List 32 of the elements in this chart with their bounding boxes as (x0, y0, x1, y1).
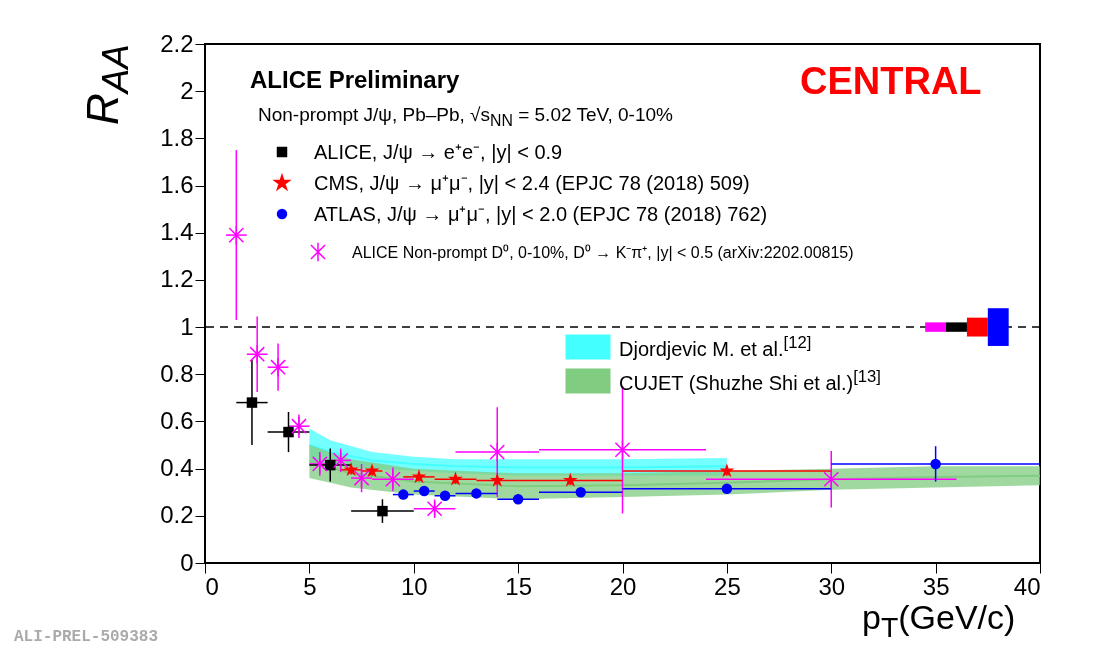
y-tick-label: 1.4 (160, 218, 194, 246)
y-tick-label: 0.2 (160, 501, 194, 529)
x-tick-label: 10 (400, 572, 428, 600)
y-tick-label: 0.4 (160, 454, 194, 482)
y-tick-label: 0.6 (160, 406, 194, 434)
y-tick-label: 2.2 (160, 29, 194, 57)
x-tick-label: 20 (609, 572, 637, 600)
y-tick-label: 1 (180, 312, 194, 340)
y-tick-label: 1.6 (160, 171, 194, 199)
text: ALI-PREL-509383 (14, 628, 159, 646)
annotation: CENTRAL (800, 60, 982, 103)
x-tick-label: 5 (303, 572, 317, 600)
text: ALICE Preliminary (250, 66, 460, 94)
x-tick-label: 15 (505, 572, 532, 600)
y-tick-label: 1.2 (160, 265, 194, 293)
y-tick-label: 0 (180, 548, 194, 576)
legend-label: CUJET (Shuzhe Shi et al.)$^{[13]}$ (619, 367, 881, 395)
y-tick-label: 0.8 (160, 359, 194, 387)
legend-label: ALICE Non-prompt D⁰, 0-10%, D⁰ → K⁻π⁺, |y| < 0.5 (arXiv:2202.00815) (352, 243, 854, 263)
x-tick-label: 25 (714, 572, 741, 600)
x-tick-label: 0 (205, 572, 219, 600)
y-tick-label: 2 (180, 76, 194, 104)
x-axis-title: p$_{T}$(GeV/c) (862, 598, 1016, 644)
x-tick-label: 35 (922, 572, 950, 600)
text: Non-prompt J/ψ, Pb–Pb, √s$_{NN}$ = 5.02 TeV, 0-10% (258, 104, 673, 130)
legend-label: ALICE, J/ψ → e⁺e⁻, |y| < 0.9 (314, 140, 563, 165)
legend-label: Djordjevic M. et al.$^{[12]}$ (619, 333, 812, 361)
x-tick-label: 40 (1013, 572, 1041, 600)
x-tick-label: 30 (818, 572, 846, 600)
y-tick-label: 1.8 (160, 123, 194, 151)
legend-label: ATLAS, J/ψ → μ⁺μ⁻, |y| < 2.0 (EPJC 78 (2018) 762) (314, 202, 768, 227)
legend-label: CMS, J/ψ → μ⁺μ⁻, |y| < 2.4 (EPJC 78 (2018) 509) (314, 171, 750, 196)
